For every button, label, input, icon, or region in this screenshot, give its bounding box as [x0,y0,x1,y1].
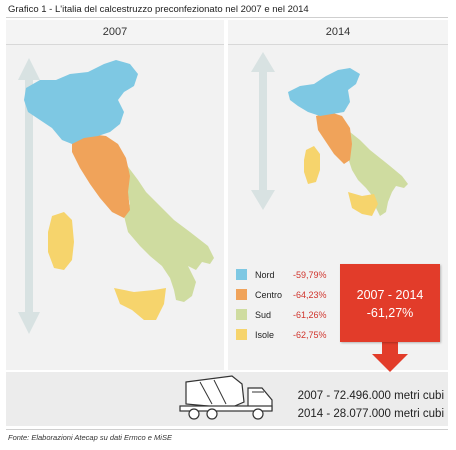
panel-2007: 2007 [6,20,224,370]
scale-arrow-2007 [18,58,40,334]
legend-label-nord: Nord [255,270,275,280]
region-sicilia-2007 [114,288,166,320]
panel-2007-header: 2007 [6,20,224,45]
legend-value-centro: -64,23% [293,290,327,300]
total-change-callout: 2007 - 2014 -61,27% [340,264,440,342]
legend-label-sud: Sud [255,310,272,320]
legend-swatch-centro [236,289,247,300]
legend-swatch-sud [236,309,247,320]
legend-swatch-nord [236,269,247,280]
legend-label-isole: Isole [255,330,275,340]
legend-value-sud: -61,26% [293,310,327,320]
legend-label-centro: Centro [255,290,283,300]
region-sicilia-2014 [348,192,378,216]
chart-title: Grafico 1 - L'italia del calcestruzzo pr… [8,4,309,15]
map-2007 [18,58,214,334]
panel-2014-header: 2014 [228,20,448,45]
region-centro-2007 [72,134,130,218]
region-sud-2014 [348,132,408,216]
map-2014 [251,52,408,216]
title-divider [6,17,448,18]
concrete-mixer-truck-icon [179,375,273,420]
total-change-period: 2007 - 2014 [356,288,424,302]
volume-2014: 2014 - 28.077.000 metri cubi [297,408,444,420]
source-divider [6,429,448,430]
region-centro-2014 [316,112,352,164]
region-sardegna-2007 [48,212,74,270]
down-arrow-icon [372,342,408,372]
region-nord-2014 [288,68,360,116]
legend-value-isole: -62,75% [293,330,327,340]
source-note: Fonte: Elaborazioni Atecap su dati Ermco… [8,433,172,442]
scale-arrow-2014 [251,52,275,210]
legend-value-nord: -59,79% [293,270,327,280]
region-sardegna-2014 [304,146,320,184]
region-sud-2007 [124,164,214,302]
region-nord-2007 [24,60,138,144]
total-change-value: -61,27% [366,306,414,320]
volume-2007: 2007 - 72.496.000 metri cubi [297,390,444,402]
legend-swatch-isole [236,329,247,340]
